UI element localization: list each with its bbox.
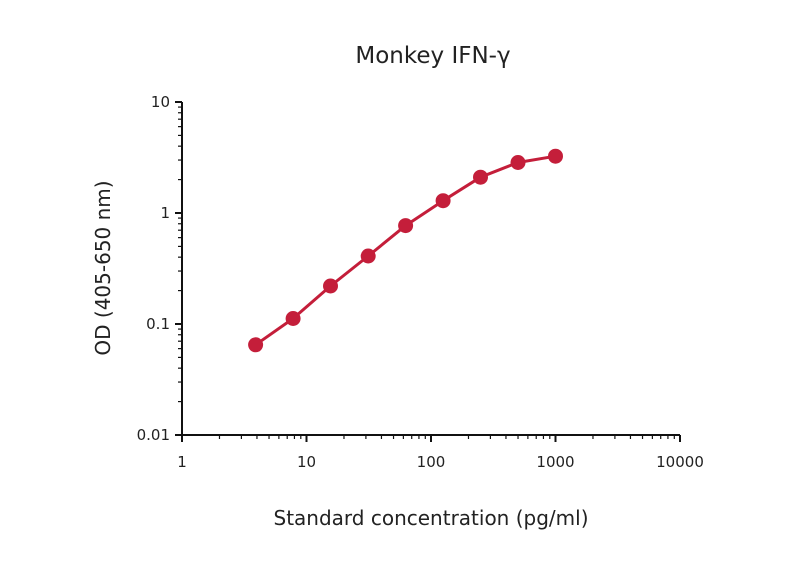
data-point (473, 169, 488, 185)
data-point (548, 148, 563, 164)
data-point (435, 193, 451, 209)
axes (181, 102, 680, 436)
x-tick-label: 10 (297, 453, 316, 471)
y-axis-label: OD (405-650 nm) (91, 180, 115, 355)
data-point (360, 248, 376, 264)
x-tick-label: 1 (177, 453, 187, 471)
chart-title: Monkey IFN-γ (355, 43, 510, 69)
x-tick-label: 1000 (536, 453, 574, 471)
data-point (285, 311, 301, 326)
data-point (398, 218, 414, 234)
series-line (254, 154, 556, 347)
data-point (323, 278, 338, 294)
y-tick-label: 0.1 (146, 315, 170, 333)
y-tick-label: 1 (160, 204, 170, 222)
data-point (248, 337, 264, 353)
series-group (248, 148, 563, 353)
y-tick-label: 10 (151, 93, 170, 111)
y-tick-label: 0.01 (137, 426, 170, 444)
x-tick-label: 100 (417, 453, 446, 471)
x-tick-label: 10000 (656, 453, 704, 471)
ticks: 1 10 100 1000 10000 0.01 0.1 1 10 (137, 93, 704, 471)
data-point (510, 155, 526, 170)
x-axis-label: Standard concentration (pg/ml) (274, 506, 589, 530)
